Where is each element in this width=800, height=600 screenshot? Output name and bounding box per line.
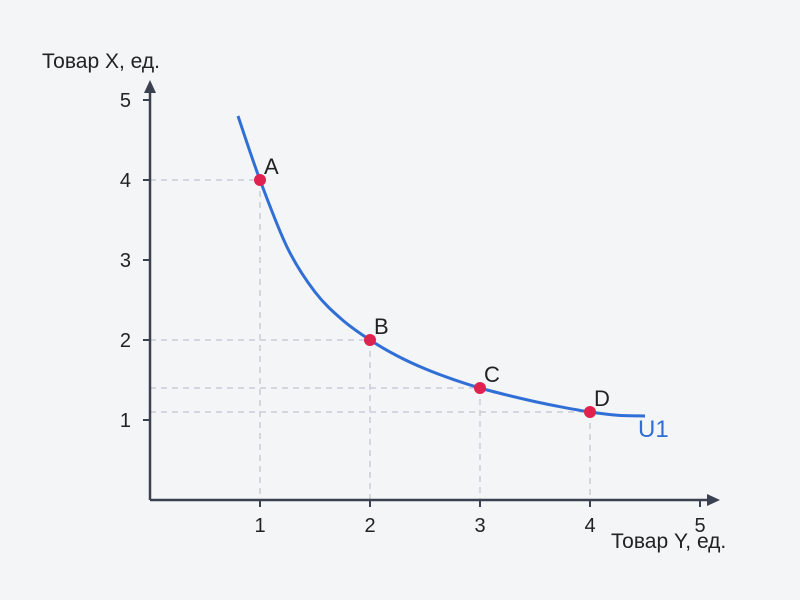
y-tick-label: 2 <box>120 330 131 352</box>
y-tick-label: 3 <box>120 250 131 272</box>
x-tick-label: 5 <box>694 515 705 537</box>
guide-lines <box>150 179 591 500</box>
x-tick-label: 1 <box>254 515 265 537</box>
indifference-curve-u1 <box>236 115 646 418</box>
x-tick-label: 3 <box>474 515 485 537</box>
x-axis-title: Товар Y, ед. <box>611 530 726 553</box>
point-a <box>254 174 266 186</box>
y-axis-title: Товар X, ед. <box>42 50 160 73</box>
y-tick-label: 1 <box>120 410 131 432</box>
point-b <box>364 334 376 346</box>
point-d <box>584 406 596 418</box>
x-tick-label: 2 <box>364 515 375 537</box>
data-points: A B C D <box>254 154 610 418</box>
y-axis-arrow <box>144 80 156 93</box>
point-label-a: A <box>264 154 279 179</box>
y-tick-label: 5 <box>120 90 131 112</box>
point-label-b: B <box>374 314 389 339</box>
y-tick-label: 4 <box>120 170 131 192</box>
x-tick-label: 4 <box>584 515 595 537</box>
axes <box>144 80 720 506</box>
curve-label-u1: U1 <box>638 416 669 443</box>
ticks: 1 2 3 4 5 1 2 3 4 5 <box>120 90 706 537</box>
point-c <box>474 382 486 394</box>
x-axis-arrow <box>707 494 720 506</box>
point-label-d: D <box>594 386 610 411</box>
point-label-c: C <box>484 362 500 387</box>
